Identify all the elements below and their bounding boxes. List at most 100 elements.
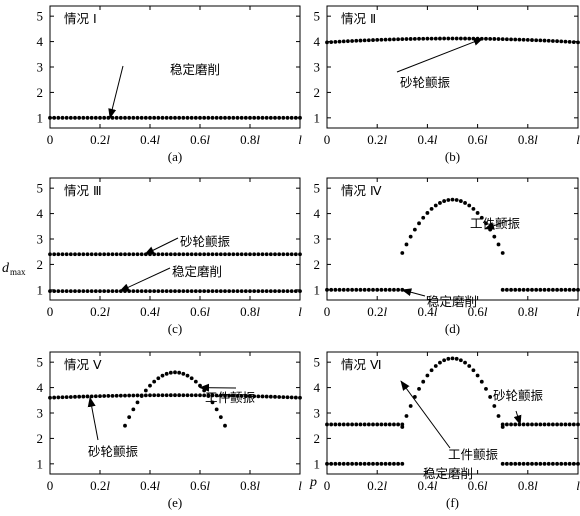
data-point (160, 289, 165, 294)
data-point (248, 394, 252, 399)
data-point (268, 289, 273, 294)
data-point (143, 388, 148, 393)
data-point (239, 289, 244, 294)
data-point (206, 252, 211, 257)
data-point (375, 287, 380, 292)
data-point (168, 115, 173, 120)
data-point (135, 115, 140, 120)
data-point (185, 289, 190, 294)
data-point (366, 287, 371, 292)
data-point (156, 393, 161, 398)
data-point (189, 376, 194, 381)
data-point (496, 37, 501, 41)
x-tick-label: 0.8l (240, 304, 260, 319)
data-point (89, 394, 94, 399)
data-point (446, 198, 451, 202)
data-point (252, 252, 257, 257)
data-point (525, 287, 530, 292)
data-point (264, 289, 269, 294)
data-point (148, 383, 152, 388)
panel-f: 0 0.2l 0.4l 0.6l 0.8l l 1 2 3 4 5 情况 Ⅵ (f) 砂轮颤振工件颤振稳定… (314, 351, 580, 510)
data-point (89, 289, 94, 294)
data-point (521, 461, 526, 466)
data-point (475, 211, 480, 215)
data-point (412, 395, 417, 399)
data-point (358, 38, 363, 43)
data-point (173, 370, 177, 375)
data-point (52, 289, 57, 294)
y-tick-label: 2 (314, 431, 321, 446)
data-point (277, 395, 282, 399)
x-tick-label: l (576, 478, 580, 493)
data-point (546, 38, 551, 43)
data-point (193, 379, 198, 384)
data-point (118, 115, 123, 120)
data-point (337, 39, 342, 44)
x-tick-label: 0.2l (367, 304, 387, 319)
data-point (206, 115, 211, 120)
data-point (218, 115, 223, 120)
data-point (285, 252, 290, 257)
data-point (223, 252, 227, 257)
data-point (198, 289, 202, 294)
data-point (375, 422, 380, 427)
data-point (362, 38, 367, 43)
data-point (387, 287, 392, 292)
data-point (383, 37, 388, 42)
data-point (289, 395, 294, 400)
annotation-arrow (396, 38, 484, 73)
data-point (223, 289, 227, 294)
data-point (48, 115, 52, 120)
panel-title: 情况 Ⅱ (341, 11, 376, 26)
data-point (463, 201, 467, 205)
data-point (458, 199, 463, 203)
data-point (281, 395, 286, 400)
data-point (264, 115, 269, 120)
data-point (471, 36, 476, 41)
y-tick-label: 3 (37, 232, 44, 247)
data-point (177, 115, 182, 120)
data-point (131, 252, 136, 257)
annotation-label: 稳定磨削 (172, 264, 222, 279)
data-point (48, 252, 52, 257)
x-tick-label: l (298, 132, 302, 147)
data-point (392, 461, 396, 466)
data-point (189, 393, 194, 398)
data-point (341, 287, 346, 292)
data-point (277, 252, 282, 257)
data-point (135, 400, 140, 405)
data-point (362, 461, 367, 466)
data-point (350, 287, 354, 292)
data-point (106, 394, 111, 398)
data-point (417, 386, 421, 391)
data-point (392, 422, 396, 427)
data-point (492, 404, 497, 408)
data-point (400, 251, 405, 255)
data-point (193, 289, 198, 294)
data-point (210, 115, 215, 120)
data-point (118, 252, 123, 257)
data-point (152, 289, 157, 294)
annotation-label: 砂轮颤振 (180, 234, 231, 249)
data-point (559, 422, 564, 427)
data-point (214, 407, 219, 412)
data-point (555, 287, 559, 292)
data-point (81, 289, 86, 294)
data-point (375, 38, 380, 42)
y-tick-label: 3 (314, 406, 321, 421)
data-point (329, 40, 334, 44)
data-point (530, 422, 534, 427)
data-point (210, 400, 215, 405)
data-point (354, 422, 359, 427)
data-point (521, 287, 526, 292)
data-point (56, 115, 61, 120)
data-point (404, 242, 409, 247)
data-point (496, 414, 501, 418)
data-point (123, 115, 127, 120)
data-point (392, 287, 396, 292)
data-point (513, 287, 518, 292)
data-point (193, 115, 198, 120)
data-point (500, 461, 505, 466)
data-point (277, 289, 282, 294)
